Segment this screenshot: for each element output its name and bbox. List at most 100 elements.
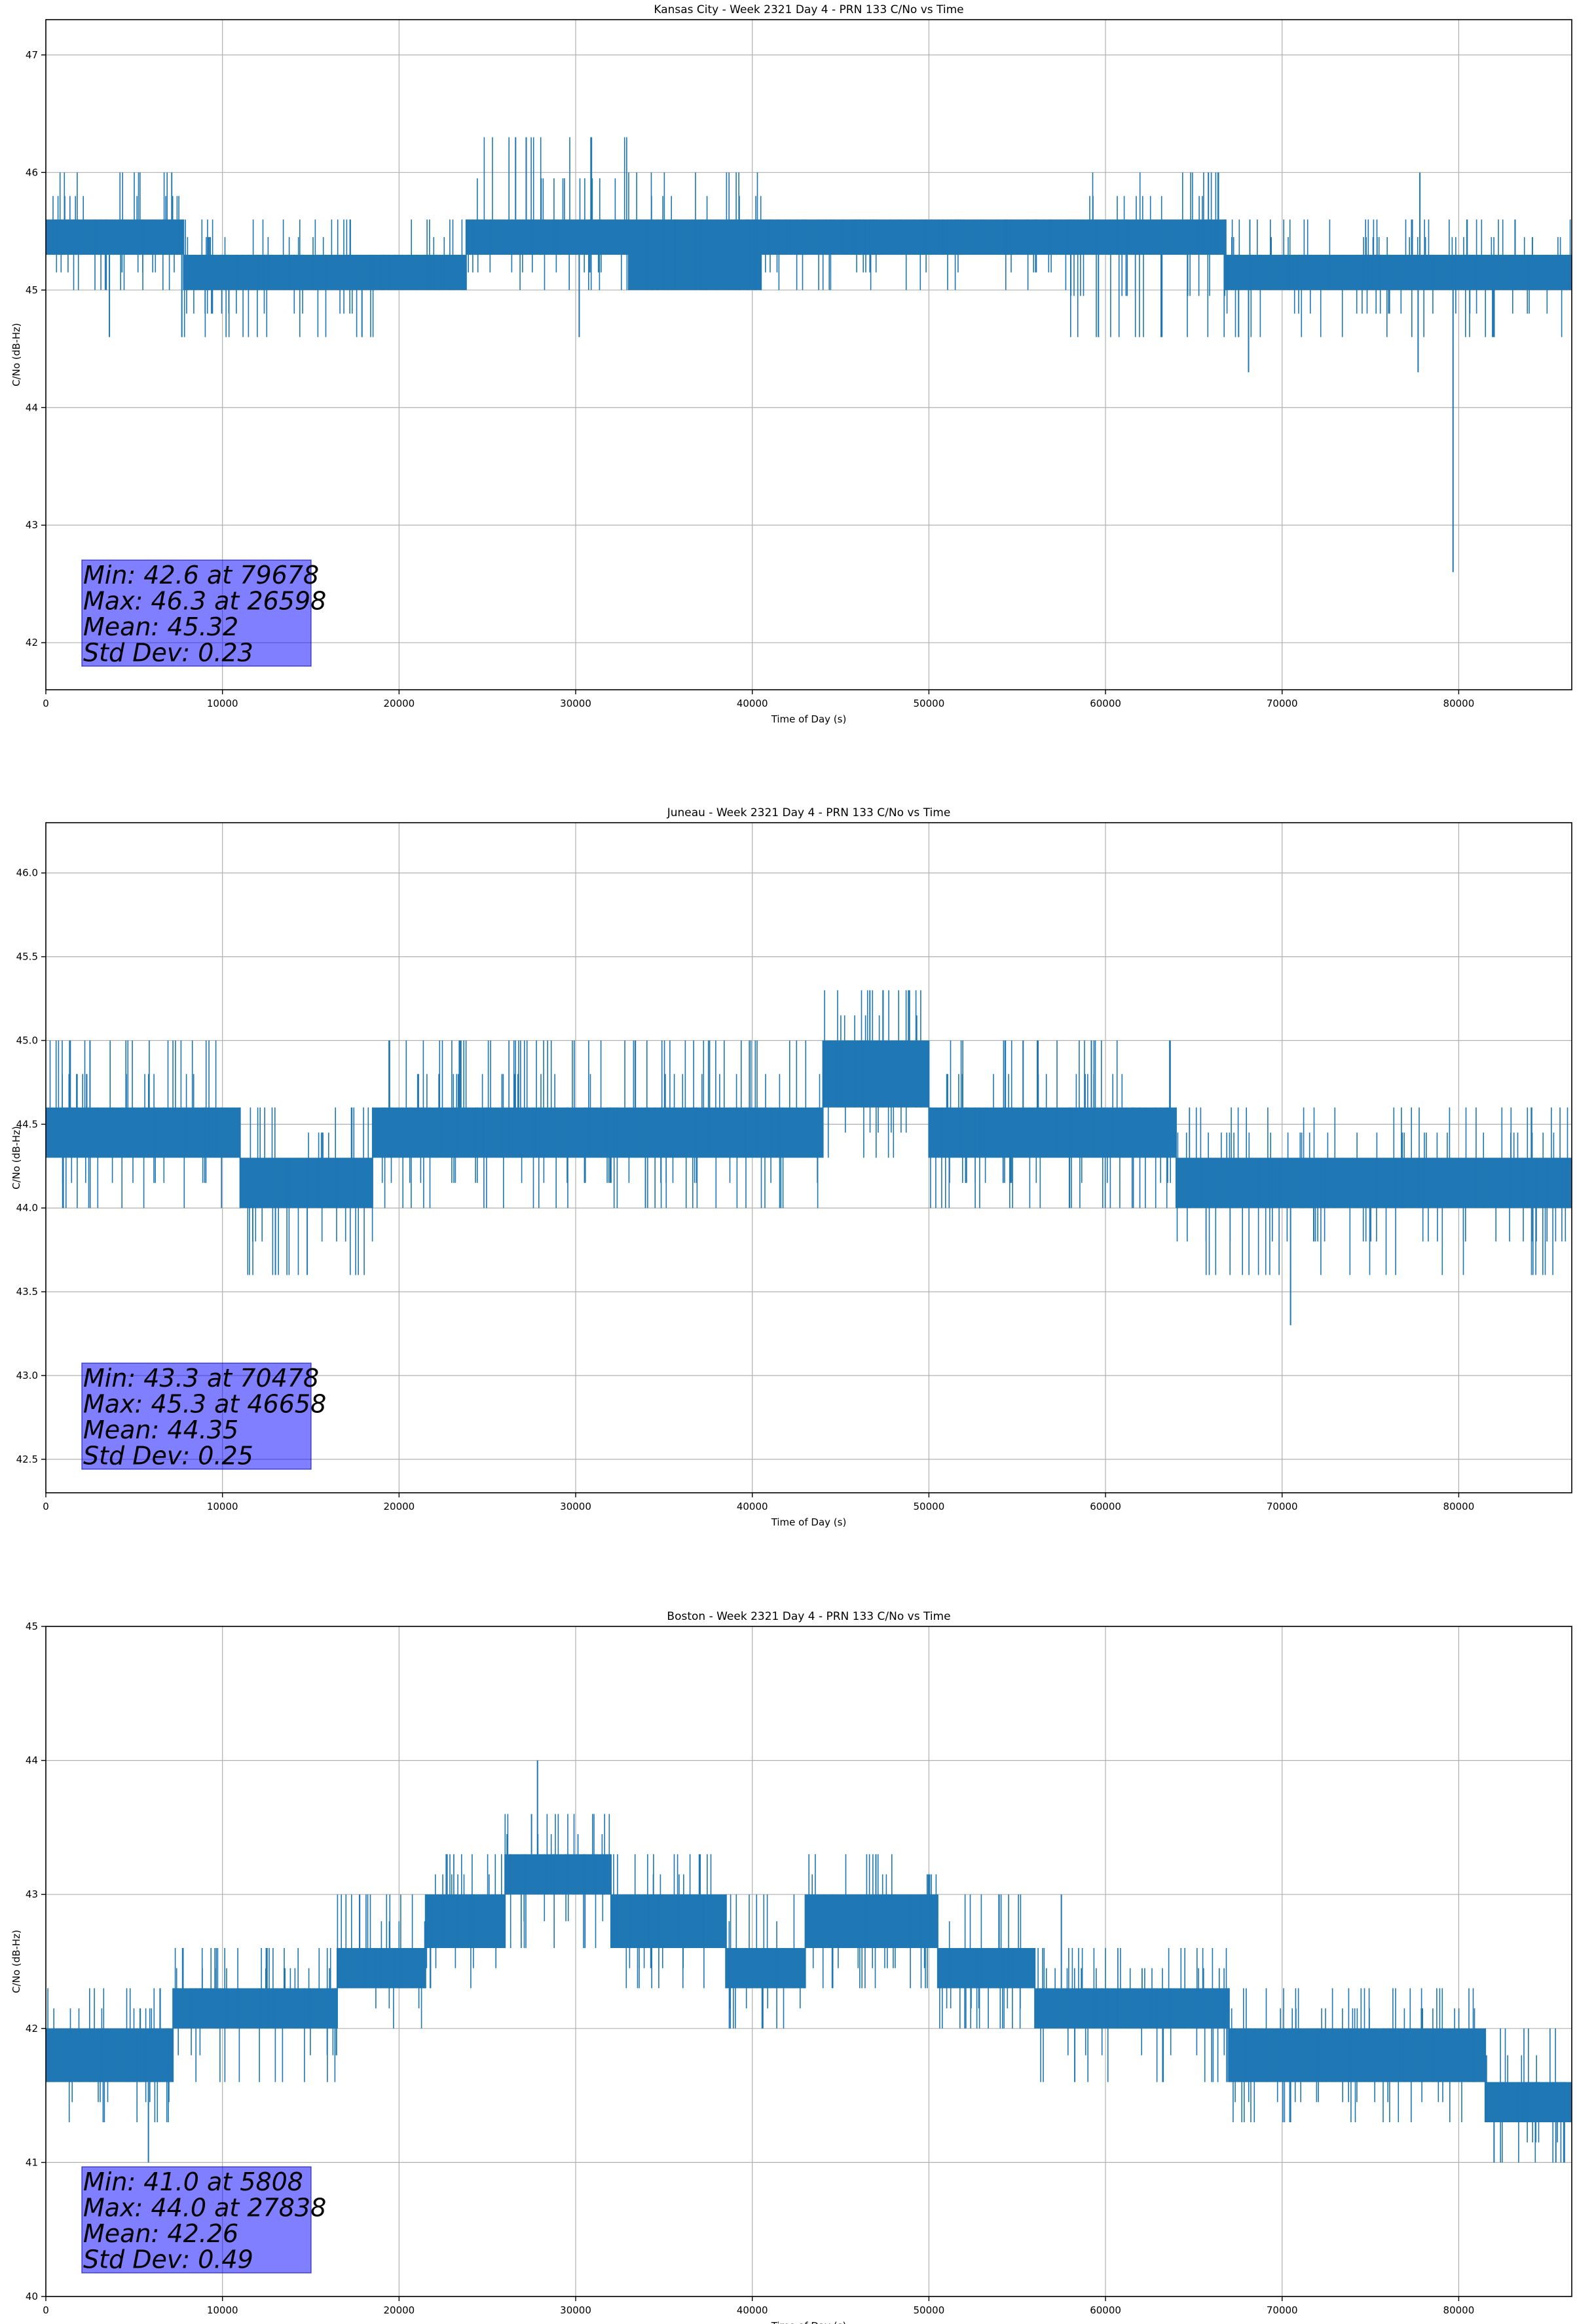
data-noise — [504, 1814, 610, 1948]
stats-line: Mean: 45.32 — [83, 612, 238, 641]
data-noise — [1225, 219, 1571, 337]
stats-line: Min: 41.0 at 5808 — [83, 2167, 303, 2196]
y-axis-label: C/No (dB-Hz) — [10, 1930, 22, 1993]
stats-line: Max: 44.0 at 27838 — [83, 2194, 326, 2222]
x-tick-label: 70000 — [1267, 698, 1298, 709]
y-tick-label: 43.5 — [16, 1286, 38, 1298]
x-tick-label: 60000 — [1090, 2304, 1121, 2316]
x-tick-label: 40000 — [737, 2304, 768, 2316]
y-tick-label: 44.0 — [16, 1202, 38, 1214]
x-tick-label: 80000 — [1443, 698, 1475, 709]
stats-line: Std Dev: 0.25 — [83, 1442, 253, 1471]
data-band — [183, 254, 382, 290]
y-tick-label: 40 — [26, 2291, 38, 2302]
data-noise — [47, 1988, 170, 2122]
data-band — [805, 1894, 938, 1949]
data-noise — [1231, 1988, 1475, 2122]
stats-line: Std Dev: 0.49 — [83, 2245, 253, 2274]
data-noise — [939, 1894, 1022, 2029]
y-tick-label: 41 — [26, 2156, 38, 2168]
x-tick-label: 50000 — [914, 2304, 945, 2316]
data-noise — [183, 219, 374, 337]
x-tick-label: 10000 — [207, 1501, 238, 1512]
stats-line: Mean: 42.26 — [83, 2219, 238, 2248]
data-noise — [382, 219, 464, 290]
x-tick-label: 0 — [43, 2304, 49, 2316]
data-noise — [337, 1894, 426, 2029]
x-tick-label: 20000 — [383, 2304, 415, 2316]
y-tick-label: 45 — [26, 1621, 38, 1632]
data-band — [173, 1988, 337, 2029]
y-tick-label: 44 — [26, 1755, 38, 1767]
stats-box — [81, 1362, 312, 1470]
stats-box — [81, 2166, 312, 2274]
x-tick-label: 30000 — [560, 2304, 591, 2316]
data-series-0 — [46, 137, 1572, 572]
x-tick-label: 40000 — [737, 698, 768, 709]
stats-line: Min: 43.3 at 70478 — [83, 1364, 319, 1393]
x-tick-label: 70000 — [1267, 1501, 1298, 1512]
data-band — [425, 1894, 506, 1949]
x-tick-label: 10000 — [207, 2304, 238, 2316]
data-band — [610, 1894, 726, 1949]
data-noise — [52, 172, 179, 290]
data-noise — [1070, 172, 1225, 337]
x-tick-label: 0 — [43, 698, 49, 709]
data-series-2 — [46, 1760, 1572, 2163]
axes-frame — [45, 1626, 1572, 2297]
y-axis-label: C/No (dB-Hz) — [10, 323, 22, 386]
data-noise — [381, 1040, 821, 1209]
data-noise — [49, 1040, 222, 1209]
y-tick-label: 44 — [26, 402, 38, 413]
y-axis-label: C/No (dB-Hz) — [10, 1126, 22, 1190]
x-tick-label: 0 — [43, 1501, 49, 1512]
y-tick-label: 43 — [26, 1888, 38, 1900]
axes-frame — [45, 822, 1572, 1493]
x-tick-label: 70000 — [1267, 2304, 1298, 2316]
x-tick-label: 30000 — [560, 698, 591, 709]
stats-line: Max: 45.3 at 46658 — [83, 1390, 326, 1419]
data-band — [1176, 1157, 1572, 1209]
x-tick-label: 40000 — [737, 1501, 768, 1512]
data-noise — [174, 1948, 337, 2082]
chart-title: Juneau - Week 2321 Day 4 - PRN 133 C/No … — [667, 806, 951, 819]
data-noise — [426, 1854, 502, 1989]
y-tick-label: 43 — [26, 519, 38, 531]
chart-panels: 0 10000 20000 30000 40000 50000 60000 70000 8000… — [10, 3, 1572, 2324]
y-tick-label: 46 — [26, 166, 38, 178]
y-tick-label: 45.0 — [16, 1034, 38, 1046]
y-tick-label: 44.5 — [16, 1118, 38, 1130]
x-axis-label: Time of Day (s) — [771, 1516, 847, 1528]
data-noise — [468, 137, 628, 290]
x-tick-label: 20000 — [383, 1501, 415, 1512]
stats-line: Mean: 44.35 — [83, 1415, 238, 1444]
y-tick-label: 42 — [26, 2023, 38, 2034]
axes-frame — [45, 19, 1572, 690]
data-band — [761, 219, 1071, 255]
stats-line: Std Dev: 0.23 — [83, 639, 253, 667]
x-tick-label: 60000 — [1090, 698, 1121, 709]
x-tick-label: 50000 — [914, 698, 945, 709]
data-band — [46, 1107, 240, 1158]
y-tick-label: 46.0 — [16, 867, 38, 879]
data-series-1 — [46, 990, 1572, 1326]
data-band — [46, 219, 184, 255]
data-band — [628, 219, 762, 290]
x-axis-label: Time of Day (s) — [771, 2320, 847, 2324]
stats-line: Min: 42.6 at 79678 — [83, 561, 319, 590]
data-noise — [247, 1107, 373, 1275]
x-tick-label: 80000 — [1443, 2304, 1475, 2316]
data-band — [1225, 254, 1572, 290]
data-noise — [808, 1854, 937, 1989]
data-band — [726, 1948, 806, 1989]
chart-panel-1: 0 10000 20000 30000 40000 50000 60000 70000 8000… — [10, 806, 1572, 1528]
y-tick-label: 43.0 — [16, 1370, 38, 1381]
y-tick-label: 45.5 — [16, 951, 38, 963]
data-noise — [1037, 1948, 1229, 2082]
x-tick-label: 20000 — [383, 698, 415, 709]
stats-line: Max: 46.3 at 26598 — [83, 587, 326, 616]
data-noise — [762, 219, 1069, 290]
data-band — [1035, 1988, 1229, 2029]
y-tick-label: 42 — [26, 637, 38, 648]
